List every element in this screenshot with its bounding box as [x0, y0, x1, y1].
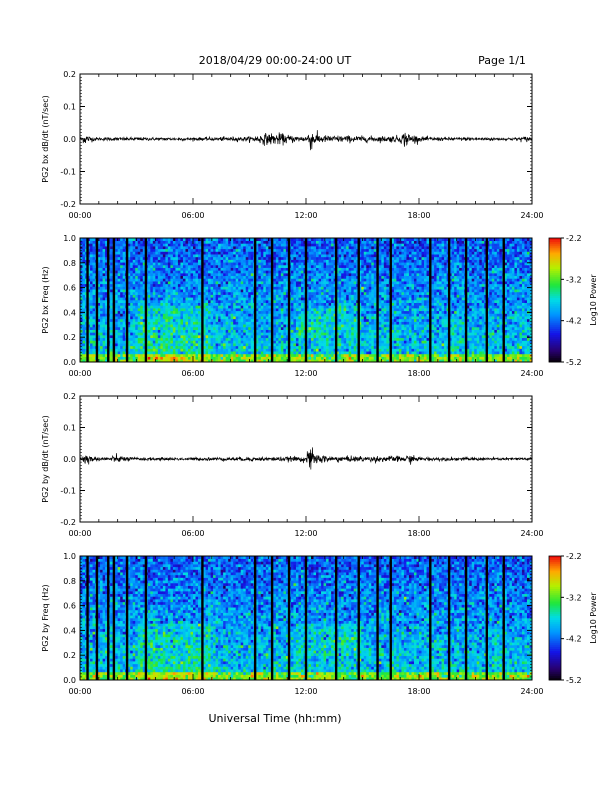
colorbar-tick-label: -3.2 [566, 275, 582, 284]
x-tick-label: 12:00 [294, 369, 317, 378]
x-tick-label: 24:00 [520, 211, 543, 220]
colorbar-tick-label: -5.2 [566, 676, 582, 685]
y-tick-label: 0.0 [63, 135, 76, 144]
colorbar-tick-label: -2.2 [566, 234, 582, 243]
x-tick-label: 06:00 [181, 211, 204, 220]
y-tick-label: -0.2 [60, 518, 76, 527]
x-tick-label: 00:00 [68, 369, 91, 378]
y-axis-label: PG2 bx dB/dt (nT/sec) [41, 95, 50, 182]
page-title: 2018/04/29 00:00-24:00 UT [199, 54, 352, 67]
x-axis-title: Universal Time (hh:mm) [209, 712, 342, 725]
y-axis-label: PG2 by Freq (Hz) [41, 584, 50, 651]
by-spectrogram-panel: 0.0 0.2 0.4 0.6 0.8 1.0 00:00 06:00 12:00 18:00 24… [41, 552, 598, 696]
x-tick-label: 18:00 [407, 211, 430, 220]
x-tick-label: 12:00 [294, 529, 317, 538]
by-dbdt-panel: -0.2 -0.1 0.0 0.1 0.2 00:00 06:00 12:00 18:00 24:… [41, 392, 544, 538]
bx-dbdt-panel: -0.2 -0.1 0.0 0.1 0.2 00:00 06:00 12:00 18:00 24:… [41, 70, 544, 220]
colorbar-tick-label: -4.2 [566, 635, 582, 644]
y-axis-label: PG2 by dB/dt (nT/sec) [41, 415, 50, 502]
x-tick-label: 24:00 [520, 369, 543, 378]
x-tick-label: 06:00 [181, 687, 204, 696]
colorbar-tick-label: -2.2 [566, 552, 582, 561]
colorbar-label: Log10 Power [589, 274, 598, 326]
y-tick-label: 0.1 [63, 424, 76, 433]
x-tick-label: 06:00 [181, 369, 204, 378]
y-tick-label: 0.2 [63, 333, 76, 342]
x-tick-label: 00:00 [68, 529, 91, 538]
y-tick-label: 1.0 [63, 234, 76, 243]
colorbar-tick-label: -5.2 [566, 358, 582, 367]
bx-spectrogram-panel: 0.0 0.2 0.4 0.6 0.8 1.0 00:00 06:00 12:00 18:00 24… [41, 234, 598, 378]
y-axis-label: PG2 bx Freq (Hz) [41, 266, 50, 333]
y-tick-label: 0.0 [63, 676, 76, 685]
y-tick-label: 0.1 [63, 103, 76, 112]
colorbar: -2.2 -3.2 -4.2 -5.2 Log10 Power [548, 552, 598, 685]
x-tick-label: 18:00 [407, 369, 430, 378]
x-tick-label: 18:00 [407, 529, 430, 538]
x-tick-label: 06:00 [181, 529, 204, 538]
x-tick-label: 00:00 [68, 211, 91, 220]
colorbar-label: Log10 Power [589, 592, 598, 644]
y-tick-label: 0.6 [63, 284, 76, 293]
y-tick-label: 0.0 [63, 358, 76, 367]
y-tick-label: -0.2 [60, 200, 76, 209]
y-tick-label: 0.8 [63, 259, 76, 268]
x-tick-label: 24:00 [520, 687, 543, 696]
y-tick-label: 0.4 [63, 626, 76, 635]
page-number: Page 1/1 [478, 54, 526, 67]
y-tick-label: -0.1 [60, 168, 76, 177]
colorbar-tick-label: -4.2 [566, 317, 582, 326]
y-tick-label: -0.1 [60, 487, 76, 496]
dbdt-trace [79, 447, 533, 470]
x-tick-label: 12:00 [294, 211, 317, 220]
colorbar-tick-label: -3.2 [566, 593, 582, 602]
y-tick-label: 0.2 [63, 70, 76, 79]
x-tick-label: 00:00 [68, 687, 91, 696]
y-tick-label: 0.2 [63, 651, 76, 660]
y-tick-label: 0.8 [63, 577, 76, 586]
colorbar: -2.2 -3.2 -4.2 -5.2 Log10 Power [548, 234, 598, 367]
x-tick-label: 18:00 [407, 687, 430, 696]
y-tick-label: 0.4 [63, 308, 76, 317]
y-tick-label: 0.2 [63, 392, 76, 401]
y-tick-label: 1.0 [63, 552, 76, 561]
y-tick-label: 0.6 [63, 602, 76, 611]
colorbar-frame [548, 237, 562, 363]
x-tick-label: 24:00 [520, 529, 543, 538]
colorbar-frame [548, 555, 562, 681]
y-tick-label: 0.0 [63, 455, 76, 464]
dbdt-trace [79, 130, 533, 151]
x-tick-label: 12:00 [294, 687, 317, 696]
